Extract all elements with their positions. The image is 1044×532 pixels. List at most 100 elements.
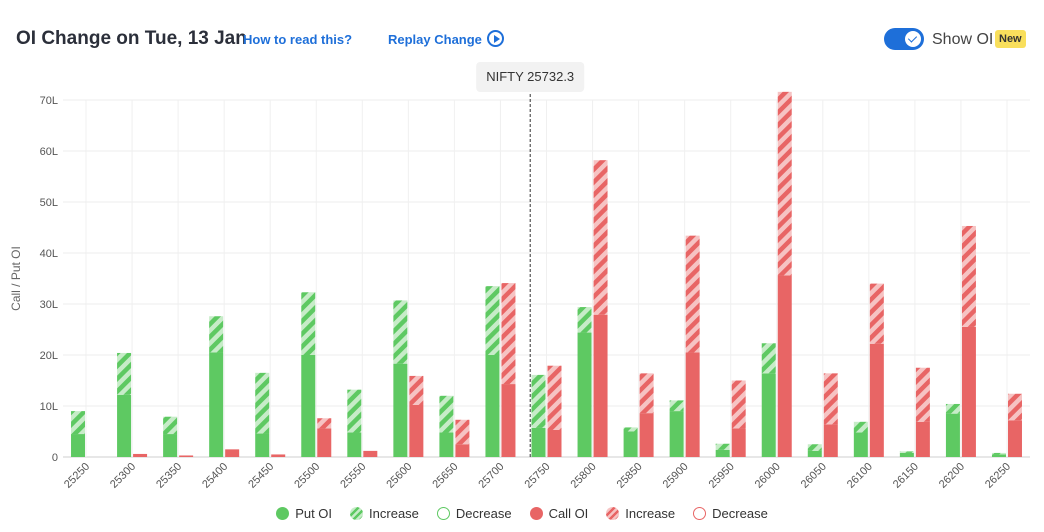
call-oi-bar (915, 421, 930, 457)
y-axis-label: Call / Put OI (9, 246, 23, 311)
call-increase-swatch (606, 506, 620, 520)
put-increase-bar (347, 389, 362, 433)
legend-label: Increase (369, 505, 419, 521)
legend-call-increase[interactable]: Increase (606, 506, 675, 521)
call-increase-bar (685, 235, 700, 353)
y-tick-label: 70L (40, 95, 58, 107)
call-increase-bar (501, 283, 516, 385)
call-oi-bar (363, 450, 378, 457)
call-increase-bar (731, 380, 746, 429)
put-increase-bar (209, 316, 224, 353)
oi-chart: 0 10L 20L 30L 40L 50L 60L 70L Call / Put OI 25250… (9, 62, 1030, 491)
put-increase-swatch (350, 506, 364, 520)
put-oi-bar (899, 452, 914, 457)
y-tick-label: 0 (52, 452, 58, 464)
x-tick-label: 26150 (891, 461, 921, 491)
call-increase-bar (915, 367, 930, 422)
call-increase-bar (961, 225, 976, 327)
call-oi-bar (133, 453, 148, 457)
legend-call-oi[interactable]: Call OI (529, 505, 589, 521)
put-increase-bar (301, 292, 316, 355)
how-to-read-link[interactable]: How to read this? (243, 32, 353, 47)
put-oi-bar (71, 434, 86, 457)
call-decrease-swatch (693, 506, 707, 520)
legend-put-decrease[interactable]: Decrease (436, 506, 512, 521)
x-tick-label: 26050 (799, 461, 829, 491)
call-oi-bar (961, 326, 976, 457)
legend-label: Call OI (548, 505, 589, 521)
x-tick-label: 26250 (983, 461, 1013, 491)
y-tick-label: 40L (40, 248, 58, 260)
legend-put-oi[interactable]: Put OI (276, 506, 332, 521)
play-circle-icon[interactable] (487, 30, 504, 47)
x-tick-label: 25800 (569, 461, 599, 491)
put-increase-bar (117, 352, 132, 395)
x-tick-label: 26200 (937, 461, 967, 491)
put-increase-bar (485, 286, 500, 355)
y-tick-label: 10L (40, 401, 58, 413)
call-oi-bar (271, 454, 286, 457)
put-oi-swatch (276, 506, 290, 520)
replay-change-link[interactable]: Replay Change (388, 32, 482, 47)
legend-call-decrease[interactable]: Decrease (693, 506, 768, 521)
x-tick-label: 25350 (154, 461, 184, 491)
put-increase-bar (531, 374, 546, 428)
call-increase-bar (823, 373, 838, 425)
legend-put-increase[interactable]: Increase (350, 506, 419, 521)
page-title: OI Change on Tue, 13 Jan (16, 28, 247, 49)
call-oi-bar (777, 275, 792, 457)
put-oi-bar (807, 450, 822, 457)
y-tick-label: 60L (40, 146, 58, 158)
put-oi-bar (485, 355, 500, 457)
put-oi-bar (209, 352, 224, 457)
y-tick-label: 20L (40, 350, 58, 362)
call-oi-bar (225, 449, 240, 457)
put-oi-bar (347, 432, 362, 457)
call-oi-swatch (529, 506, 543, 520)
put-increase-bar (807, 444, 822, 451)
put-oi-bar (669, 411, 684, 457)
put-oi-bar (991, 454, 1006, 457)
put-oi-bar (255, 433, 270, 457)
legend-label: Put OI (295, 505, 333, 521)
call-increase-bar (593, 160, 608, 315)
chart-header: OI Change on Tue, 13 Jan How to read thi… (0, 0, 1044, 80)
put-increase-bar (393, 300, 408, 364)
put-increase-bar (761, 343, 776, 374)
y-tick-label: 50L (40, 197, 58, 209)
put-increase-bar (715, 443, 730, 450)
call-increase-bar (777, 91, 792, 276)
show-oi-label: Show OI (932, 31, 994, 48)
put-oi-bar (715, 449, 730, 457)
x-tick-label: 25650 (430, 461, 460, 491)
put-oi-bar (393, 363, 408, 457)
call-oi-bar (639, 413, 654, 457)
call-oi-bar (317, 428, 332, 457)
put-oi-bar (117, 394, 132, 457)
check-icon (905, 31, 921, 47)
spot-price-tag (476, 62, 585, 92)
call-oi-bar (501, 384, 516, 457)
put-increase-bar (71, 411, 86, 435)
put-oi-bar (761, 373, 776, 457)
call-oi-bar (685, 352, 700, 457)
new-badge: New (995, 30, 1026, 48)
put-increase-bar (899, 451, 914, 453)
call-increase-bar (547, 365, 562, 430)
put-oi-bar (531, 427, 546, 457)
x-tick-label: 25950 (707, 461, 737, 491)
show-oi-toggle[interactable] (884, 28, 924, 50)
call-increase-bar (869, 283, 884, 344)
x-tick-label: 25400 (200, 461, 230, 491)
call-increase-bar (455, 419, 470, 445)
put-increase-bar (439, 395, 454, 433)
legend-label: Increase (625, 505, 676, 521)
put-increase-bar (577, 307, 592, 333)
put-increase-bar (255, 372, 270, 434)
call-oi-bar (179, 455, 194, 457)
x-tick-label: 25550 (338, 461, 368, 491)
call-increase-bar (317, 418, 332, 429)
x-tick-label: 25600 (384, 461, 414, 491)
put-increase-bar (163, 416, 178, 435)
y-tick-label: 30L (40, 299, 58, 311)
